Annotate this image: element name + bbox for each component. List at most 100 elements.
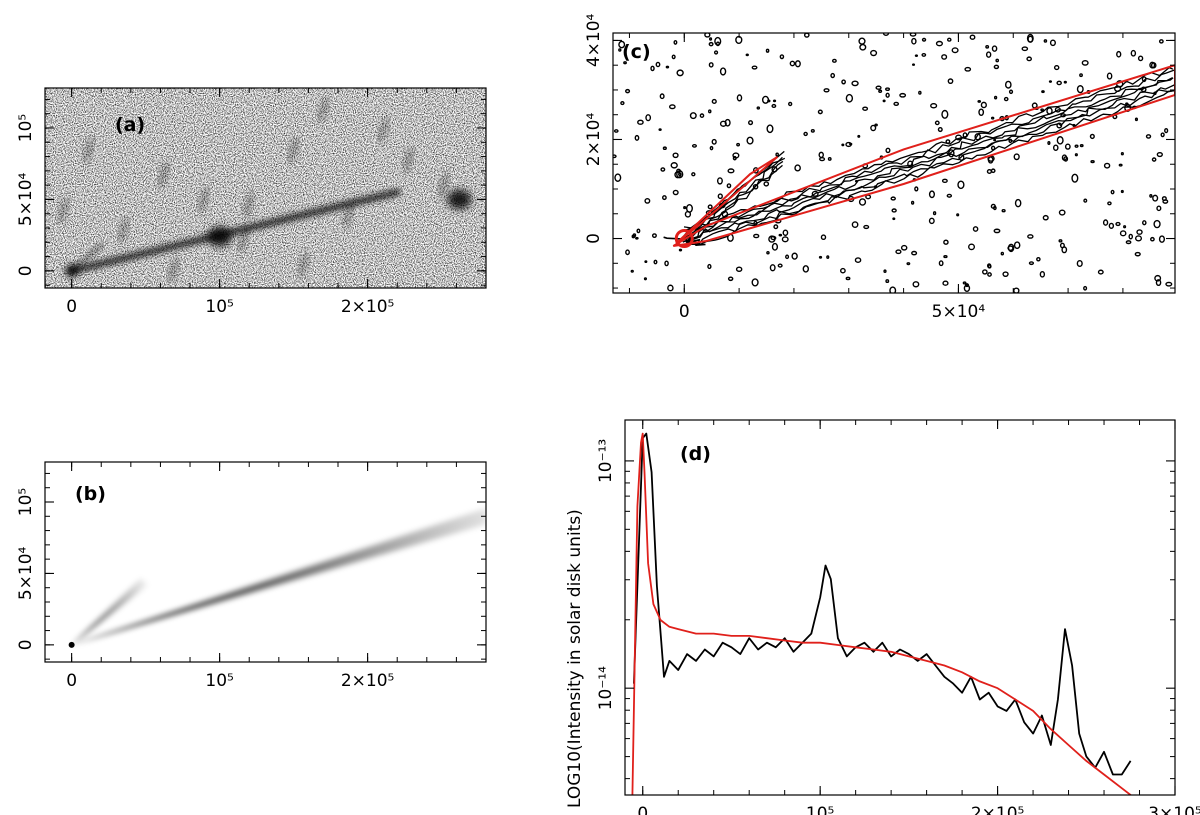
panel-c-noise-speck — [1134, 117, 1139, 122]
panel-c-noise-speck — [1119, 230, 1127, 237]
panel-c-noise-speck — [1152, 194, 1159, 202]
panel-c-noise-speck — [667, 284, 674, 292]
panel-c-noise-speck — [885, 87, 891, 91]
panel-c-noise-speck — [827, 157, 832, 161]
panel-a-y-tick-label: 10⁵ — [16, 114, 36, 142]
panel-a-star-trail — [378, 118, 389, 142]
panel-c-noise-speck — [1052, 144, 1059, 151]
panel-c-noise-speck — [1008, 89, 1014, 95]
panel-c-noise-speck — [613, 154, 617, 159]
panel-d-series — [631, 432, 1133, 795]
panel-a-star-trail — [58, 198, 69, 222]
panel-c-noise-speck — [625, 88, 631, 94]
panel-c-noise-speck — [719, 120, 727, 127]
panel-c-noise-speck — [1165, 281, 1173, 287]
panel-c-noise-speck — [727, 168, 735, 174]
panel-c-noise-speck — [914, 186, 919, 192]
panel-c-noise-speck — [761, 95, 770, 104]
panel-c-noise-speck — [794, 164, 801, 172]
panel-a-blob — [447, 189, 472, 210]
panel-c-noise-speck — [736, 94, 743, 102]
panel-c-noise-speck — [727, 276, 734, 282]
panel-c-noise-speck — [1090, 159, 1095, 164]
panel-a-star-trail — [35, 95, 42, 115]
panel-c-noise-speck — [982, 269, 988, 275]
panel-a-star-trail — [298, 253, 309, 277]
panel-d-y-axis-label: LOG10(Intensity in solar disk units) — [565, 509, 585, 808]
panel-c-noise-speck — [830, 72, 836, 79]
panel-c-noise-speck — [851, 221, 859, 229]
panel-b-x-tick-label: 10⁵ — [205, 671, 233, 691]
panel-c-noise-speck — [775, 152, 779, 157]
panel-b-tails — [68, 508, 486, 648]
panel-a-noise-background — [45, 88, 486, 288]
panel-c-noise-speck — [726, 183, 732, 189]
panel-c-noise-speck — [630, 269, 634, 273]
panel-c-noise-speck — [623, 61, 627, 65]
panel-c-noise-speck — [851, 80, 859, 87]
panel-c-noise-speck — [1061, 246, 1068, 254]
panel-c-noise-speck — [709, 145, 714, 151]
panel-c-secondary-contour — [685, 160, 784, 243]
panel-c-model-contours — [672, 64, 1175, 249]
panel-a-frame — [44, 87, 487, 289]
panel-c-noise-speck — [1108, 222, 1115, 229]
panel-c-noise-speck — [831, 58, 837, 63]
panel-c-noise-speck — [785, 254, 790, 260]
panel-c-noise-speck — [771, 242, 779, 251]
panel-c-noise-speck — [987, 264, 992, 269]
panel-c-noise-speck — [1097, 269, 1104, 275]
panel-c-noise-speck — [659, 93, 665, 100]
panel-c-noise-speck — [1123, 225, 1127, 229]
panel-a-star-trail — [243, 193, 254, 217]
panel-c-x-tick-label: 0 — [679, 302, 690, 322]
panel-c-noise-speck — [772, 99, 777, 103]
panel-c-noise-speck — [683, 205, 687, 210]
panel-c-noise-speck — [1115, 221, 1121, 227]
panel-d-y-tick-label: 10⁻¹⁴ — [596, 666, 616, 710]
panel-c-model-contour-main — [672, 64, 1175, 247]
panel-c-noise-speck — [957, 180, 965, 190]
panel-c-noise-speck — [1027, 234, 1034, 239]
panel-c-noise-speck — [849, 142, 853, 146]
panel-c-noise-speck — [1063, 156, 1069, 162]
panel-c-noise-speck — [1134, 235, 1143, 242]
panel-c-noise-speck — [1041, 90, 1045, 94]
panel-a-nucleus — [65, 264, 78, 277]
panel-a-star-trail — [438, 173, 449, 197]
panel-c-noise-speck — [942, 280, 949, 286]
panel-a-y-tick-label: 0 — [16, 265, 36, 276]
panel-c-noise-speck — [969, 34, 976, 40]
panel-c-noise-speck — [1021, 46, 1029, 52]
panel-c-noise-speck — [941, 109, 949, 119]
panel-c-noise-speck — [985, 51, 992, 58]
panel-c-model-nucleus — [674, 229, 694, 249]
panel-c-noise-speck — [1102, 219, 1109, 226]
panel-c-noise-speck — [1056, 136, 1064, 145]
panel-c-noise-speck — [751, 65, 758, 70]
panel-c-noise-speck — [716, 177, 723, 185]
panel-c-noise-speck — [756, 106, 761, 110]
panel-a-secondary-tail — [69, 243, 104, 273]
panel-c-noise-speck — [708, 62, 714, 68]
panel-c-noise-speck — [993, 64, 1000, 70]
panel-c-noise-speck — [863, 224, 870, 230]
panel-c-noise-speck — [1103, 162, 1111, 169]
panel-c-tail-contour — [682, 83, 1175, 243]
panel-c-noise-speck — [678, 248, 683, 252]
panel-c-noise-speck — [1151, 157, 1157, 162]
panel-c-noise-speck — [782, 229, 789, 237]
panel-c-noise-speck — [943, 239, 949, 245]
panel-c-noise-speck — [977, 99, 982, 103]
panel-c-noise-speck — [645, 114, 652, 122]
panel-c-noise-speck — [735, 266, 743, 273]
panel-c-noise-speck — [668, 104, 676, 110]
panel-c-noise-speck — [665, 65, 670, 69]
panel-c-noise-speck — [631, 234, 636, 239]
panel-c-noise-speck — [990, 116, 995, 120]
panel-c-noise-speck — [974, 133, 981, 141]
panel-c-noise-speck — [719, 67, 727, 76]
panel-c-noise-speck — [714, 36, 722, 46]
panel-c-noise-speck — [644, 260, 648, 264]
panel-c-noise-speck — [613, 129, 619, 133]
